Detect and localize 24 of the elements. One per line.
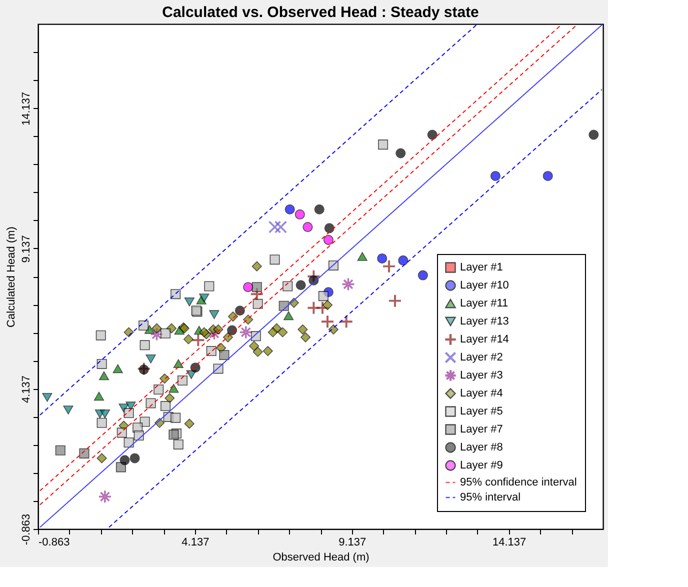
legend-label: 95% confidence interval <box>460 476 577 488</box>
legend-label: Layer #3 <box>460 370 503 382</box>
y-axis-title: Calculated Head (m) <box>6 226 18 328</box>
y-tick-label: 14.137 <box>20 92 32 126</box>
legend-label: 95% interval <box>460 492 521 504</box>
x-tick-label: 9.137 <box>338 536 366 548</box>
legend-label: Layer #7 <box>460 424 503 436</box>
legend-label: Layer #1 <box>460 262 503 274</box>
y-tick-label: 9.137 <box>20 235 32 263</box>
x-tick-label: 4.137 <box>182 536 210 548</box>
x-tick-label: 14.137 <box>492 536 526 548</box>
legend-label: Layer #5 <box>460 406 503 418</box>
y-tick-label: 4.137 <box>20 375 32 403</box>
legend-label: Layer #13 <box>460 316 509 328</box>
legend-label: Layer #8 <box>460 442 503 454</box>
legend-label: Layer #11 <box>460 298 508 310</box>
legend-label: Layer #2 <box>460 352 503 364</box>
legend-label: Layer #4 <box>460 388 503 400</box>
x-tick-label: -0.863 <box>38 536 70 548</box>
legend-label: Layer #9 <box>460 460 503 472</box>
x-axis-title: Observed Head (m) <box>272 552 370 564</box>
legend-label: Layer #14 <box>460 334 509 346</box>
chart-title: Calculated vs. Observed Head : Steady state <box>162 4 479 21</box>
legend-label: Layer #10 <box>460 280 509 292</box>
